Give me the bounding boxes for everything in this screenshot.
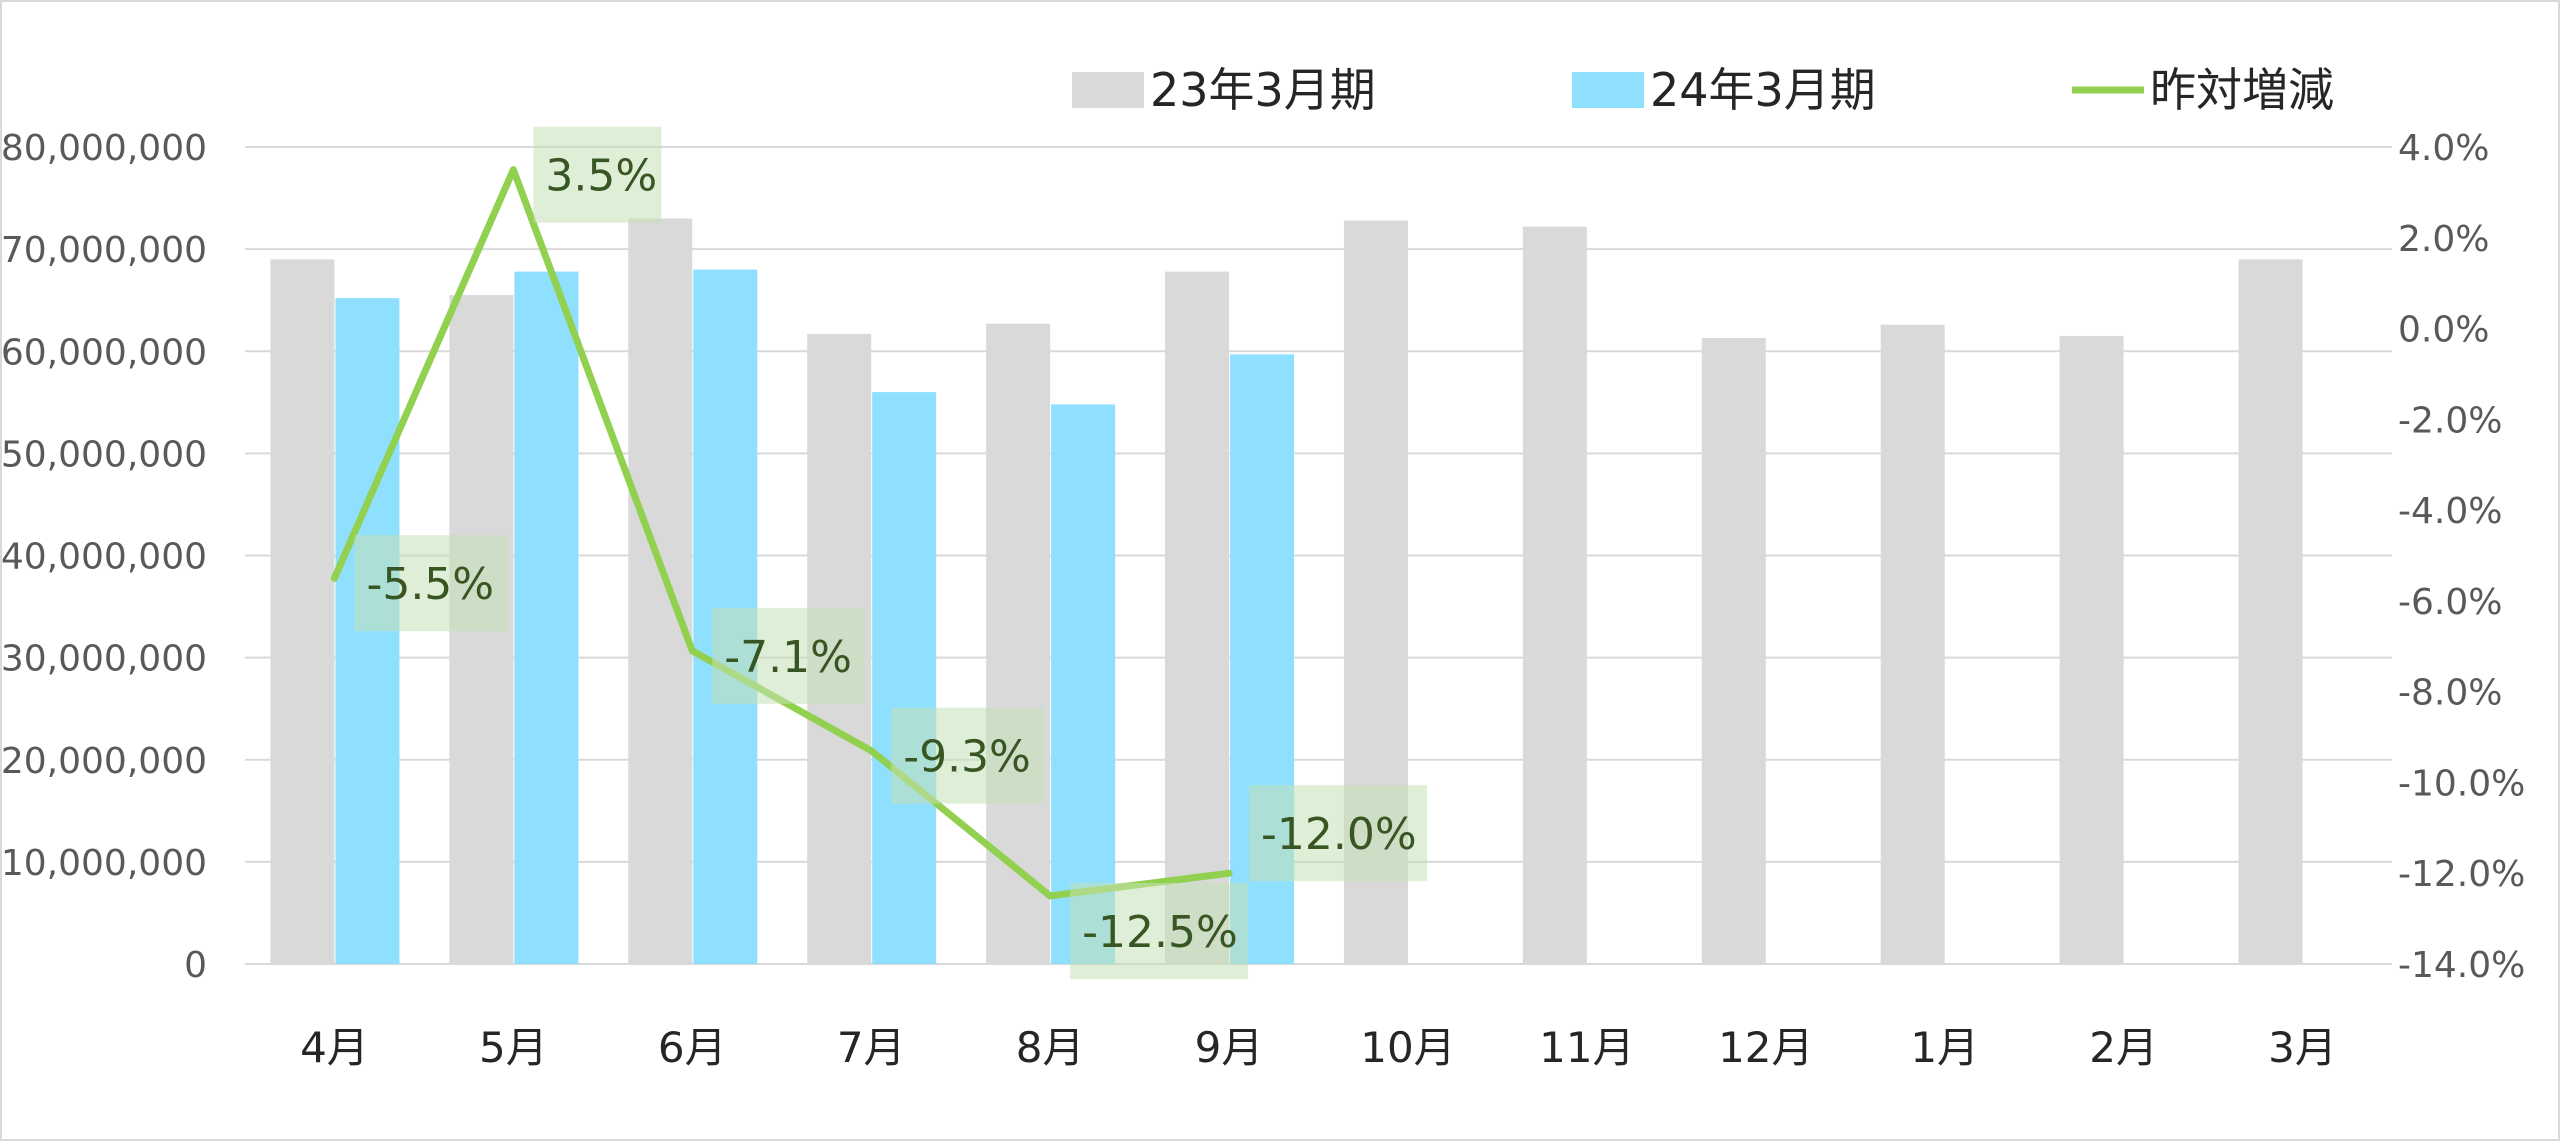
x-tick-label: 7月 — [837, 1023, 906, 1072]
y-left-tick-label: 50,000,000 — [2, 434, 207, 475]
x-tick-label: 4月 — [300, 1023, 369, 1072]
bar-fy23-0 — [270, 259, 335, 964]
data-label-yoy: -5.5% — [366, 559, 494, 610]
bar-fy23-10 — [2059, 335, 2124, 964]
y-left-tick-label: 10,000,000 — [2, 843, 207, 884]
y-left-tick-label: 20,000,000 — [2, 741, 207, 782]
x-tick-label: 6月 — [658, 1023, 727, 1072]
y-right-tick-label: 0.0% — [2398, 310, 2489, 351]
y-left-tick-label: 60,000,000 — [2, 332, 207, 373]
y-right-tick-label: 2.0% — [2398, 219, 2489, 260]
y-right-tick-label: -12.0% — [2398, 854, 2525, 895]
bar-fy24-4 — [1051, 404, 1116, 965]
x-tick-label: 10月 — [1360, 1023, 1455, 1072]
x-tick-label: 11月 — [1539, 1023, 1634, 1072]
data-label-box — [1249, 785, 1428, 882]
legend-label: 24年3月期 — [1650, 63, 1876, 117]
x-tick-label: 12月 — [1718, 1023, 1813, 1072]
legend-swatch — [1572, 72, 1644, 108]
y-left-tick-label: 40,000,000 — [2, 537, 207, 578]
y-left-tick-label: 0 — [184, 945, 207, 986]
x-tick-label: 8月 — [1016, 1023, 1085, 1072]
y-right-tick-label: -14.0% — [2398, 945, 2525, 986]
legend: 23年3月期 24年3月期 昨対増減 — [1072, 63, 2334, 117]
x-tick-label: 3月 — [2268, 1023, 2337, 1072]
y-right-tick-label: 4.0% — [2398, 128, 2489, 169]
gridlines — [245, 146, 2392, 965]
legend-label: 昨対増減 — [2150, 63, 2334, 117]
data-labels: -5.5% 3.5% -7.1% -9.3% -12.5% -12.0% — [354, 126, 1428, 979]
data-label-yoy: -12.5% — [1082, 907, 1238, 958]
bar-fy23-8 — [1701, 337, 1766, 964]
data-label-box — [712, 607, 866, 704]
legend-label: 23年3月期 — [1150, 63, 1376, 117]
bar-fy23-5 — [1165, 271, 1230, 964]
y-axis-left: 0 10,000,000 20,000,000 30,000,000 40,000,00… — [2, 128, 207, 986]
bar-fy23-11 — [2238, 259, 2303, 964]
bar-fy23-4 — [986, 323, 1051, 964]
y-right-tick-label: -2.0% — [2398, 400, 2502, 441]
x-axis: 4月 5月 6月 7月 8月 9月 10月 11月 12月 1月 2月 3月 — [300, 1023, 2337, 1072]
y-right-tick-label: -8.0% — [2398, 673, 2502, 714]
y-right-tick-label: -6.0% — [2398, 582, 2502, 623]
data-label-box — [891, 707, 1045, 804]
x-tick-label: 9月 — [1195, 1023, 1264, 1072]
data-label-box — [354, 535, 508, 632]
bar-fy23-2 — [628, 218, 693, 965]
data-label-yoy: -9.3% — [903, 732, 1031, 783]
data-label-box — [1070, 882, 1249, 979]
y-left-tick-label: 80,000,000 — [2, 128, 207, 169]
x-tick-label: 5月 — [479, 1023, 548, 1072]
data-label-yoy: -12.0% — [1261, 809, 1417, 860]
data-label-yoy: 3.5% — [545, 151, 657, 202]
y-left-tick-label: 30,000,000 — [2, 639, 207, 680]
data-label-yoy: -7.1% — [724, 632, 852, 683]
x-tick-label: 2月 — [2089, 1023, 2158, 1072]
legend-swatch — [1072, 72, 1144, 108]
x-tick-label: 1月 — [1910, 1023, 1979, 1072]
y-left-tick-label: 70,000,000 — [2, 230, 207, 271]
bar-fy23-7 — [1522, 226, 1587, 965]
y-right-tick-label: -10.0% — [2398, 763, 2525, 804]
bar-fy24-3 — [872, 392, 937, 965]
bar-fy23-9 — [1880, 324, 1945, 964]
data-label-box — [533, 126, 662, 223]
y-right-tick-label: -4.0% — [2398, 491, 2502, 532]
y-axis-right: -14.0% -12.0% -10.0% -8.0% -6.0% -4.0% -2.0% 0.… — [2398, 128, 2525, 986]
bar-fy24-1 — [514, 271, 579, 964]
